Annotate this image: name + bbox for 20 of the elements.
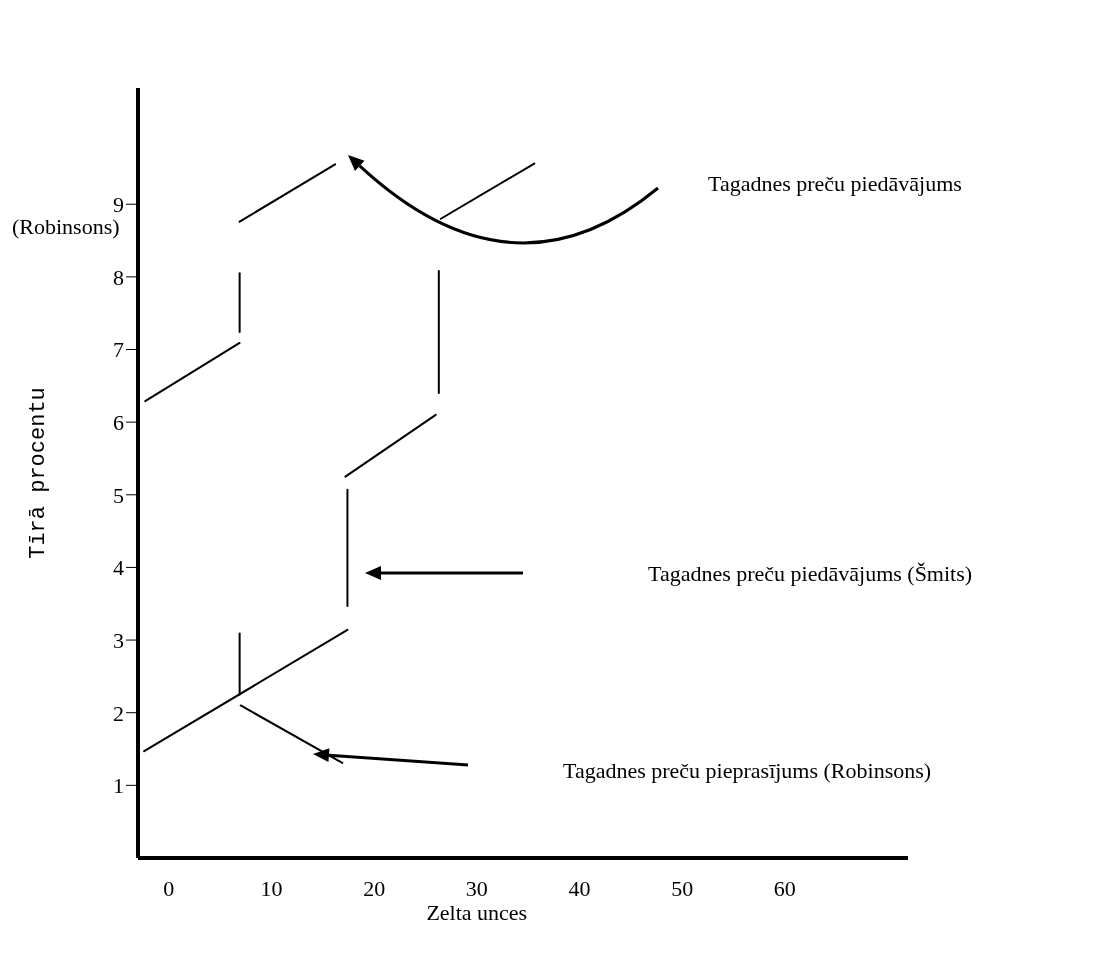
y-tick-label: 1 xyxy=(113,773,124,799)
annotation: Tagadnes preču piedāvājums (Šmits) xyxy=(648,560,973,586)
x-tick-label: 50 xyxy=(671,875,694,901)
y-tick-label: 7 xyxy=(113,337,124,363)
y-tick-label: 3 xyxy=(113,627,124,653)
annotation: Tagadnes preču piedāvājums xyxy=(708,170,962,196)
x-tick-label: 20 xyxy=(363,875,386,901)
y-axis-title: Tīrā procentu xyxy=(25,387,51,559)
x-tick-label: 0 xyxy=(163,875,175,901)
y-tick-label: 4 xyxy=(113,555,124,581)
x-axis-title: Zelta unces xyxy=(426,900,528,925)
y-tick-label: 5 xyxy=(113,482,124,508)
y-tick-label: 8 xyxy=(113,264,124,290)
annotation: Tagadnes preču pieprasījums (Robinsons) xyxy=(563,757,932,783)
x-tick-label: 30 xyxy=(465,875,488,901)
x-tick-label: 10 xyxy=(260,875,283,901)
x-tick-label: 40 xyxy=(568,875,591,901)
y-tick-label: 2 xyxy=(113,700,124,726)
y-tick-label: 6 xyxy=(113,409,124,435)
x-tick-label: 60 xyxy=(773,875,796,901)
